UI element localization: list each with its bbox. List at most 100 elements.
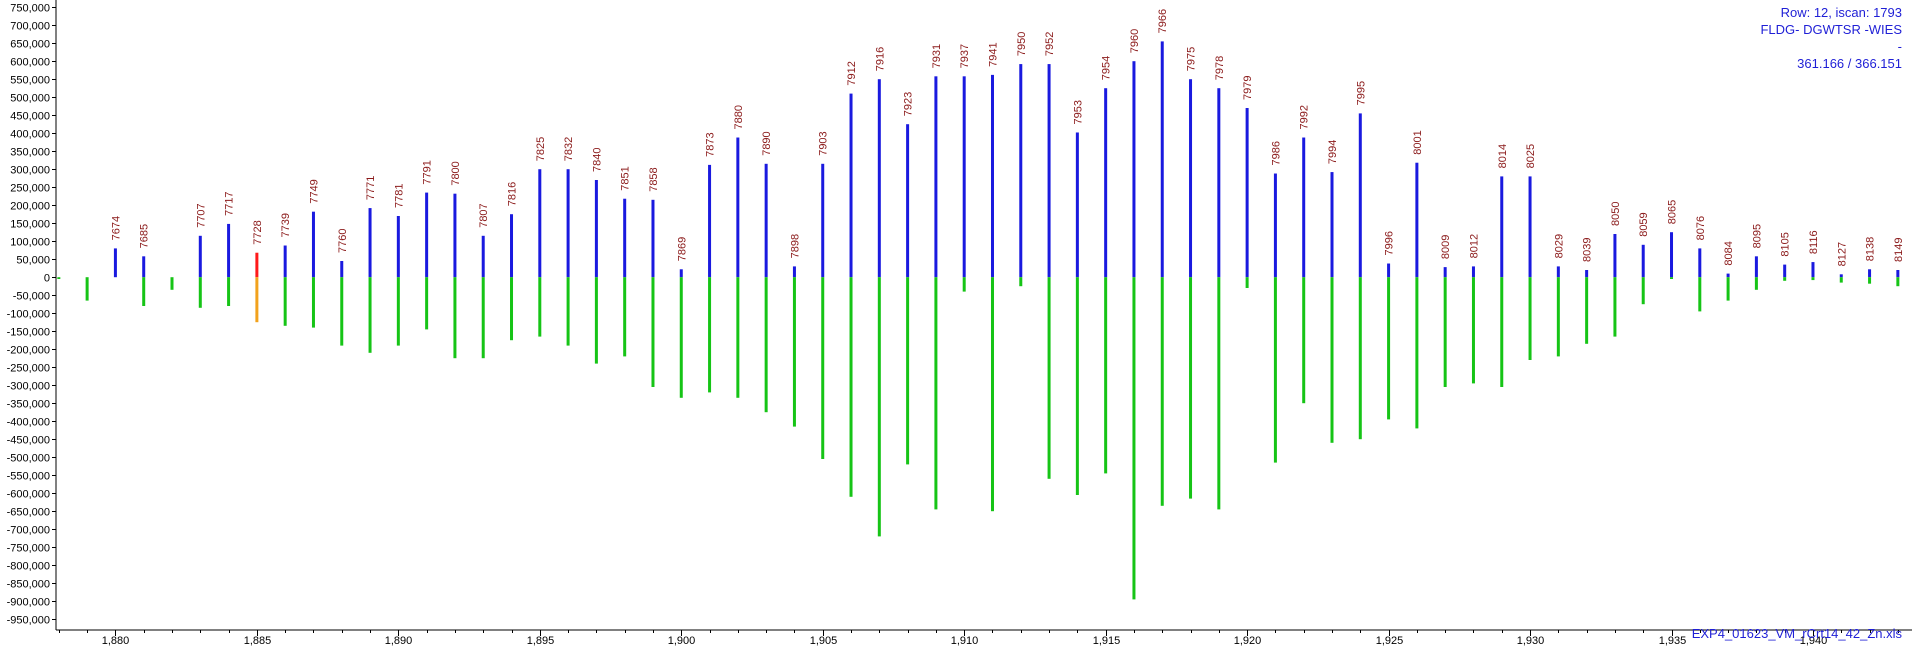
y-tick-label: 50,000: [16, 255, 50, 267]
bar-down: [1641, 277, 1645, 305]
bar-down: [1726, 277, 1730, 301]
bar-label: 7994: [1327, 140, 1339, 164]
x-tick-label: 1,925: [1376, 635, 1404, 647]
bar-up: [1585, 270, 1589, 278]
bar-label: 7760: [337, 229, 349, 253]
bar-label: 7858: [648, 167, 660, 191]
bar-label: 7832: [563, 137, 575, 161]
bar-up: [1471, 266, 1475, 278]
filename-text: EXP4_01623_VM_rCrt14_42_Zn.xls: [1691, 626, 1902, 641]
bar-label: 7979: [1242, 76, 1254, 100]
bar-up: [1839, 274, 1843, 278]
y-tick-label: -750,000: [7, 543, 50, 555]
y-tick-label: -150,000: [7, 327, 50, 339]
bar-up: [1019, 64, 1023, 278]
bar-down: [1500, 277, 1504, 387]
bar-down: [679, 277, 683, 398]
y-tick-label: -650,000: [7, 507, 50, 519]
bar-up: [651, 199, 655, 278]
y-tick-label: -400,000: [7, 417, 50, 429]
bar-up: [1641, 244, 1645, 278]
bar-down: [57, 277, 61, 279]
bar-up: [1613, 234, 1617, 278]
y-tick-label: 250,000: [10, 183, 50, 195]
bar-label: 7869: [676, 237, 688, 261]
y-tick-label: 400,000: [10, 129, 50, 141]
chart-title: FLDG- DGWTSR -WIES: [1760, 22, 1902, 37]
y-tick-label: -900,000: [7, 597, 50, 609]
y-tick-label: -200,000: [7, 345, 50, 357]
bar-label: 8149: [1893, 238, 1905, 262]
bar-down: [1217, 277, 1221, 510]
bar-down: [311, 277, 315, 328]
x-tick-label: 1,930: [1517, 635, 1545, 647]
bar-up: [849, 93, 853, 278]
bar-up: [1104, 88, 1108, 278]
bar-label: 8012: [1468, 234, 1480, 258]
bar-up: [538, 169, 542, 278]
bar-label: 7996: [1384, 231, 1396, 255]
bar-down: [453, 277, 457, 359]
bar-down: [821, 277, 825, 459]
x-tick-label: 1,940: [1800, 635, 1828, 647]
bar-down: [1556, 277, 1560, 357]
bar-down: [396, 277, 400, 346]
bar-series: [57, 41, 1900, 600]
bar-up: [1047, 64, 1051, 278]
bar-down: [906, 277, 910, 465]
y-tick-label: 700,000: [10, 21, 50, 33]
bar-label: 7960: [1129, 29, 1141, 53]
bar-up: [906, 124, 910, 278]
bar-up: [594, 180, 598, 278]
y-tick-label: 200,000: [10, 201, 50, 213]
bar-down: [85, 277, 89, 301]
bar-label: 8076: [1695, 216, 1707, 240]
bar-label: 7898: [789, 234, 801, 258]
y-tick-label: 750,000: [10, 3, 50, 15]
bar-down: [283, 277, 287, 326]
bar-down: [1273, 277, 1277, 463]
bar-up: [1556, 266, 1560, 278]
y-tick-label: -800,000: [7, 561, 50, 573]
bar-label: 8014: [1497, 144, 1509, 168]
bar-up: [1811, 262, 1815, 278]
bar-label: 8084: [1723, 241, 1735, 265]
info-dash: -: [1897, 39, 1902, 54]
y-tick-label: 0: [44, 273, 50, 285]
bar-up: [453, 193, 457, 278]
bar-label: 7816: [507, 182, 519, 206]
bar-label: 7923: [903, 92, 915, 116]
bar-down: [566, 277, 570, 346]
bar-label: 8116: [1808, 230, 1820, 254]
bar-up: [311, 211, 315, 278]
bar-down: [255, 277, 259, 323]
bar-up: [1358, 113, 1362, 278]
y-axis: 750,000 700,000 650,000 600,000 550,000 500,0…: [7, 0, 57, 630]
bar-down: [1075, 277, 1079, 495]
bar-up: [227, 223, 231, 278]
bar-down: [1896, 277, 1900, 287]
bar-up: [1189, 79, 1193, 278]
bar-up: [1302, 137, 1306, 278]
bar-label: 8127: [1836, 242, 1848, 266]
y-tick-label: 350,000: [10, 147, 50, 159]
bar-label: 8001: [1412, 130, 1424, 154]
ratio-text: 361.166 / 366.151: [1797, 56, 1902, 71]
bar-label: 7707: [195, 203, 207, 227]
bar-label: 7674: [110, 216, 122, 240]
bar-down: [1698, 277, 1702, 312]
y-tick-label: 300,000: [10, 165, 50, 177]
bar-down: [1047, 277, 1051, 479]
bar-up: [1868, 269, 1872, 278]
bar-up: [990, 74, 994, 278]
bar-label: 7771: [365, 176, 377, 200]
bar-label: 8009: [1440, 235, 1452, 259]
bar-up: [623, 198, 627, 278]
bar-down: [934, 277, 938, 510]
bar-down: [651, 277, 655, 387]
bar-label: 7992: [1299, 105, 1311, 129]
bar-label: 7685: [139, 224, 151, 248]
x-tick-label: 1,920: [1234, 635, 1262, 647]
bar-up: [1783, 264, 1787, 278]
